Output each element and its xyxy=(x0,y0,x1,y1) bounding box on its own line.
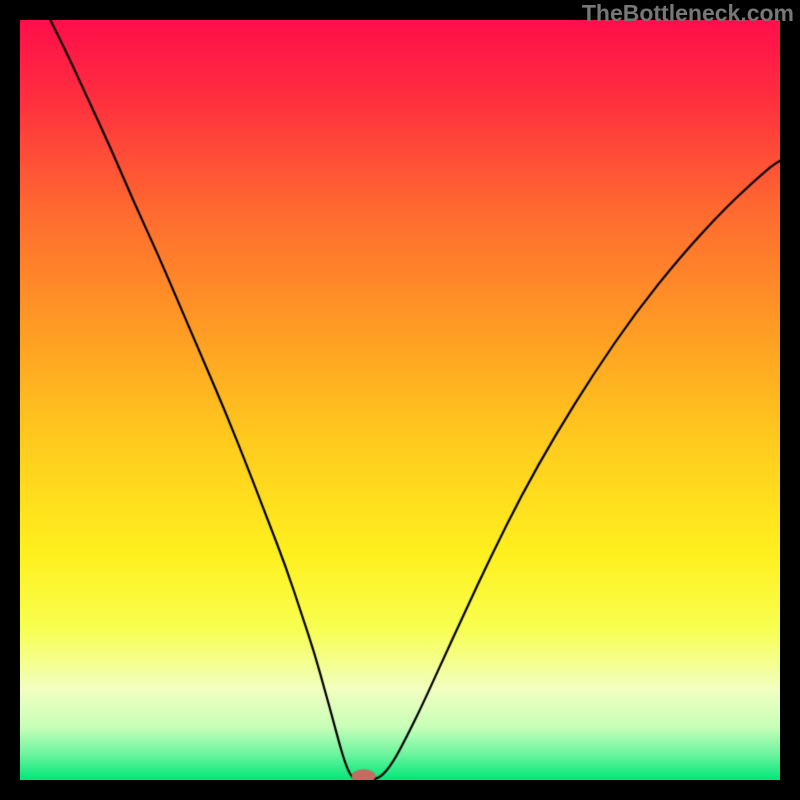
chart-container: TheBottleneck.com xyxy=(0,0,800,800)
bottleneck-curve-plot xyxy=(20,20,780,780)
watermark-text: TheBottleneck.com xyxy=(582,0,794,27)
